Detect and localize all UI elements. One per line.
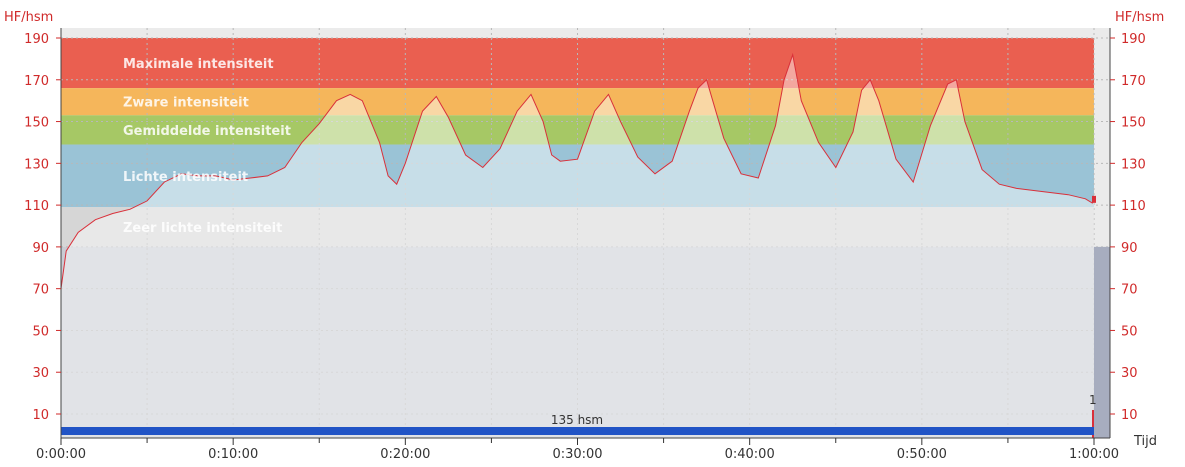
y-tick-label-left: 90 — [32, 241, 49, 256]
end-marker-dot — [1092, 195, 1096, 203]
x-tick-label: 1:00:00 — [1069, 447, 1119, 462]
y-tick-label-left: 150 — [24, 116, 49, 131]
y-tick-label-right: 70 — [1121, 283, 1138, 298]
y-tick-label-left: 70 — [32, 283, 49, 298]
y-tick-label-right: 150 — [1121, 116, 1146, 131]
end-band — [1094, 246, 1110, 438]
y-tick-label-left: 50 — [32, 324, 49, 339]
zone-label-0: Maximale intensiteit — [123, 57, 274, 72]
heart-rate-line — [60, 52, 1095, 289]
y-unit-left: HF/hsm — [4, 10, 53, 25]
zone-label-4: Zeer lichte intensiteit — [123, 221, 282, 236]
y-unit-right: HF/hsm — [1115, 10, 1164, 25]
zone-label-3: Lichte intensiteit — [123, 170, 248, 185]
y-tick-label-left: 10 — [32, 408, 49, 423]
y-tick-label-right: 10 — [1121, 408, 1138, 423]
average-bar — [61, 427, 1094, 435]
x-axis-label: Tijd — [1133, 434, 1157, 449]
y-tick-label-right: 50 — [1121, 324, 1138, 339]
average-label: 135 hsm — [551, 413, 603, 427]
y-tick-label-right: 90 — [1121, 241, 1138, 256]
y-tick-label-left: 110 — [24, 199, 49, 214]
x-tick-label: 0:20:00 — [380, 447, 430, 462]
zone-label-2: Gemiddelde intensiteit — [123, 124, 291, 139]
heart-rate-area — [61, 54, 1094, 438]
y-tick-label-right: 130 — [1121, 157, 1146, 172]
x-tick-label: 0:40:00 — [725, 447, 775, 462]
x-tick-label: 0:50:00 — [897, 447, 947, 462]
zone-label-1: Zware intensiteit — [123, 96, 249, 111]
zone-labels: Maximale intensiteit Zware intensiteit Gem… — [123, 57, 291, 236]
y-tick-label-right: 110 — [1121, 199, 1146, 214]
y-tick-label-left: 30 — [32, 366, 49, 381]
x-tick-label: 0:10:00 — [208, 447, 258, 462]
y-tick-label-right: 30 — [1121, 366, 1138, 381]
x-tick-label: 0:00:00 — [36, 447, 86, 462]
end-marker-label: 1 — [1089, 393, 1097, 407]
y-tick-label-right: 170 — [1121, 74, 1146, 89]
y-tick-label-left: 170 — [24, 74, 49, 89]
y-tick-label-left: 190 — [24, 32, 49, 47]
y-tick-label-left: 130 — [24, 157, 49, 172]
y-tick-label-right: 190 — [1121, 32, 1146, 47]
zone-band-1 — [61, 88, 1094, 116]
x-tick-label: 0:30:00 — [552, 447, 602, 462]
